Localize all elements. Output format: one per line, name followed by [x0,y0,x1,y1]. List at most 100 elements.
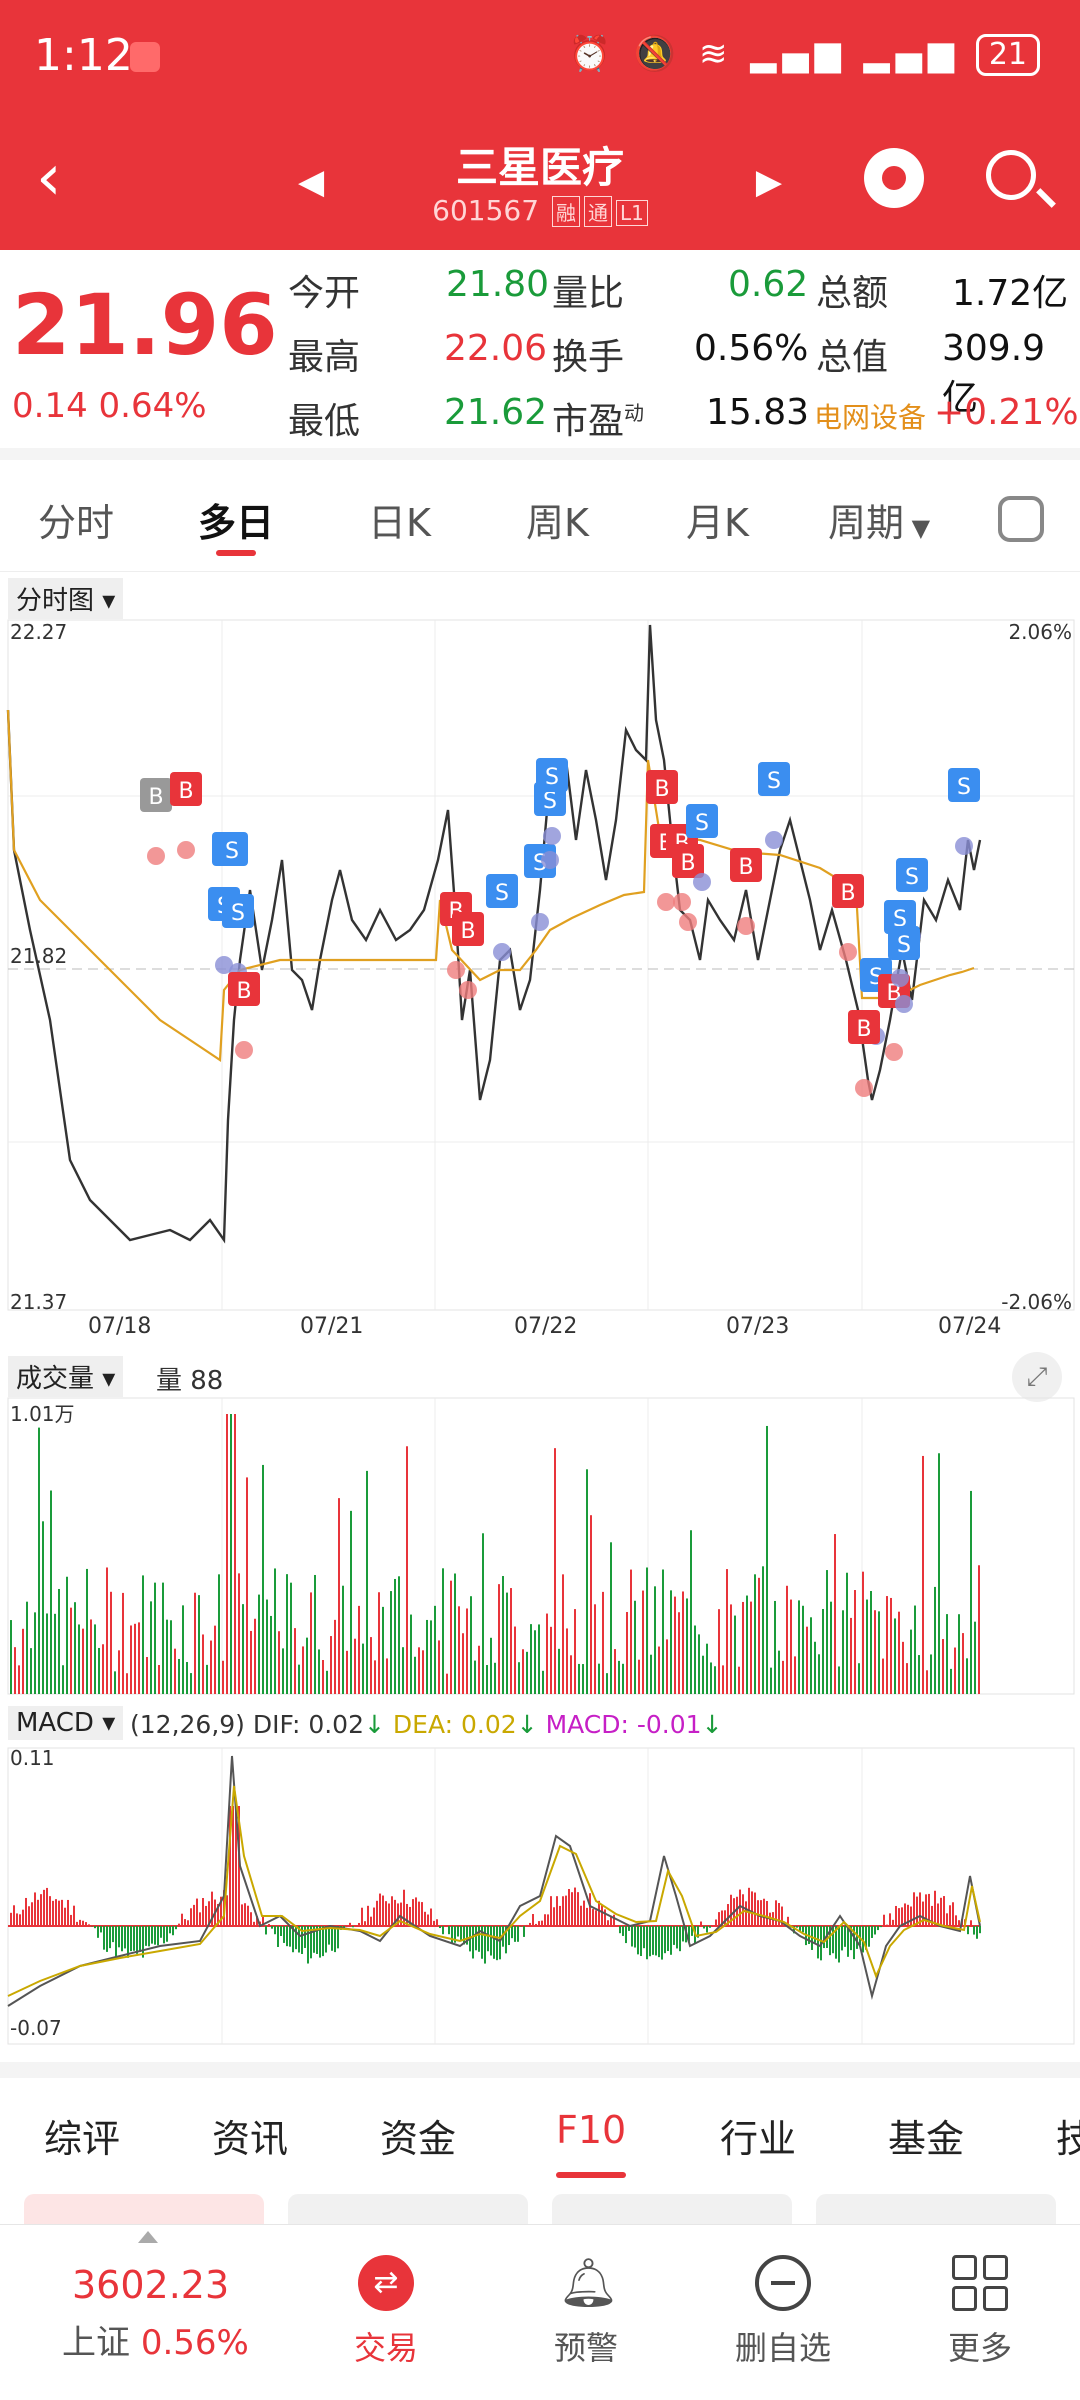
trade-marker-dot [855,1079,873,1097]
volume-bar [902,1641,904,1694]
tab-weekly-k[interactable]: 周K [526,501,589,545]
volume-bar [410,1614,412,1694]
settings-hexagon-icon[interactable] [998,496,1044,542]
macd-bar [658,1926,660,1958]
volume-bar [138,1622,140,1694]
macd-bar [313,1926,315,1953]
macd-bar [448,1926,450,1935]
macd-bar [748,1887,750,1926]
macd-bar [16,1913,18,1926]
volume-bar [614,1649,616,1694]
macd-bar [151,1926,153,1944]
trade-marker-letter: B [856,1017,871,1042]
volume-dropdown[interactable]: 成交量 ▾ [8,1356,124,1397]
trade-marker-letter: B [680,851,695,876]
tab-f10[interactable]: F10 [556,2108,627,2178]
macd-bar [76,1921,78,1926]
volume-bar [758,1577,760,1694]
stock-name: 三星医疗 [455,143,624,192]
index-name-line[interactable]: 上证 0.56% [62,2315,249,2364]
macd-dropdown[interactable]: MACD ▾ [8,1706,124,1740]
macd-bar [958,1920,960,1926]
trade-marker-dot [673,893,691,911]
volume-bar [926,1670,928,1694]
current-price: 21.96 [12,276,278,374]
nav-remove-watchlist[interactable]: 删自选 [728,2255,838,2369]
macd-bar [178,1923,180,1926]
macd-down-icon: ↓ [701,1710,723,1739]
tab-multiday[interactable]: 多日 [198,492,274,556]
macd-bar [112,1926,114,1943]
volume-bar [690,1530,692,1694]
macd-bar [559,1905,561,1926]
nav-trade-label: 交易 [353,2329,418,2367]
tab-fund[interactable]: 基金 [888,2117,965,2161]
macd-bar [490,1926,492,1956]
tab-intraday[interactable]: 分时 [38,501,115,545]
tab-funds[interactable]: 资金 [380,2117,457,2161]
prev-stock-icon[interactable]: ◀ [298,162,325,202]
status-time: 1:12 [34,30,133,81]
market-cap-value: 309.9亿 [942,328,1046,419]
volume-bar [886,1596,888,1694]
assistant-robot-icon[interactable] [864,148,924,208]
tab-industry[interactable]: 行业 [720,2117,797,2161]
macd-bar [43,1889,45,1926]
volume-bar [94,1624,96,1694]
tab-more-partial[interactable]: 技 [1056,2117,1080,2161]
macd-bar [574,1887,576,1926]
macd-bar [406,1903,408,1926]
volume-bar [498,1584,500,1694]
macd-bar [397,1903,399,1926]
nav-alert[interactable]: 🔔︎ 预警 [546,2255,626,2369]
macd-bar [439,1926,441,1929]
volume-bar [418,1647,420,1694]
next-stock-icon[interactable]: ▶ [755,162,782,202]
macd-params: (12,26,9) [130,1710,245,1739]
sector-link[interactable]: 电网设备 [814,401,927,434]
macd-bar [466,1926,468,1945]
volume-bar [318,1649,320,1694]
macd-bar [241,1904,243,1926]
search-icon[interactable] [986,150,1036,200]
back-icon[interactable]: ‹ [36,141,62,215]
macd-bar [232,1806,234,1926]
volume-bar [142,1575,144,1694]
macd-bar [181,1913,183,1926]
pe-value: 15.83 [706,392,810,433]
macd-bar [832,1926,834,1954]
expand-icon[interactable]: ⤢ [1012,1352,1062,1402]
tab-daily-k[interactable]: 日K [368,501,431,545]
macd-bar [583,1900,585,1926]
tab-news[interactable]: 资讯 [212,2117,289,2161]
trade-marker-letter: B [148,785,163,810]
chart-type-dropdown[interactable]: 分时图 ▾ [8,578,124,619]
buy-marker [228,972,260,1006]
tab-monthly-k[interactable]: 月K [686,501,749,545]
index-value[interactable]: 3602.23 [72,2263,230,2307]
tab-overview[interactable]: 综评 [44,2117,121,2161]
volume-bar [814,1641,816,1694]
macd-bar [46,1887,48,1926]
macd-bar [736,1896,738,1926]
macd-bar [106,1926,108,1952]
volume-bar [514,1626,516,1694]
macd-bar [886,1924,888,1926]
tab-period[interactable]: 周期 ▼ [828,492,930,547]
volume-bar [334,1619,336,1694]
trade-marker-dot [693,873,711,891]
macd-bar [910,1906,912,1926]
volume-bar [414,1656,416,1694]
macd-bar [571,1892,573,1926]
buy-marker [170,772,202,806]
volume-bar [602,1591,604,1694]
macd-bar [538,1921,540,1926]
nav-trade[interactable]: ⇄ 交易 [346,2255,426,2369]
stock-code-line: 601567 融通 L1 [0,194,1080,227]
volume-bar [266,1599,268,1694]
volume-bar [454,1573,456,1694]
macd-bar [739,1889,741,1926]
nav-more[interactable]: 更多 [940,2255,1020,2369]
macd-bar [352,1926,354,1928]
volume-bar [714,1666,716,1694]
